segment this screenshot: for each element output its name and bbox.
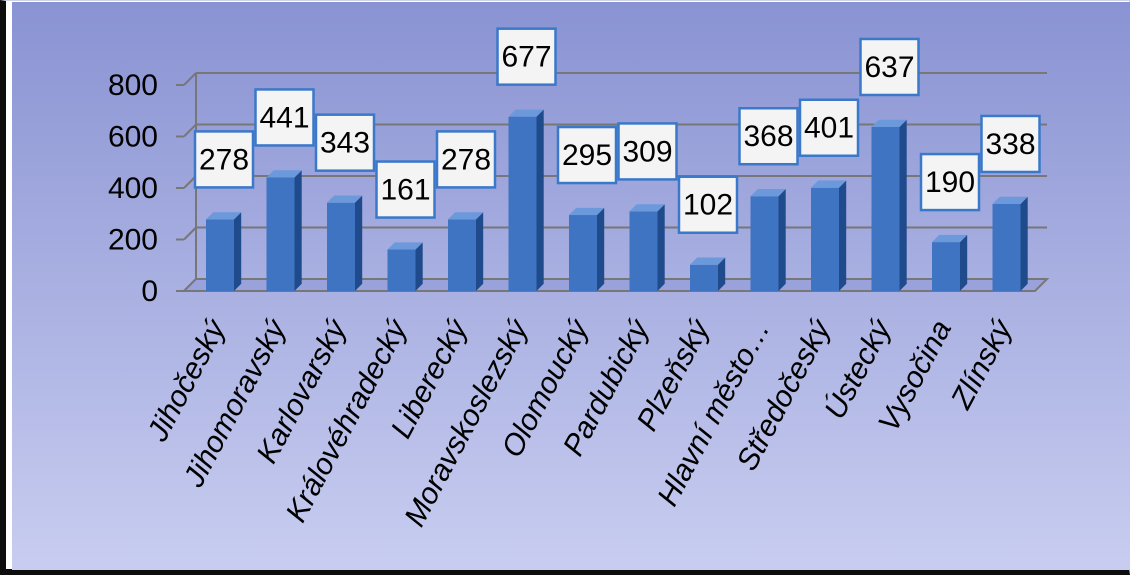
bar xyxy=(327,195,363,291)
y-tick-label: 800 xyxy=(108,69,158,102)
floor xyxy=(181,278,1050,292)
y-axis-ticks: 0 200 400 600 800 xyxy=(108,69,158,308)
svg-text:637: 637 xyxy=(864,51,914,84)
data-label: 338 xyxy=(980,114,1041,174)
bar xyxy=(569,207,605,291)
gridline-depth xyxy=(183,72,197,86)
svg-text:102: 102 xyxy=(683,189,733,222)
bar xyxy=(750,189,786,291)
data-label: 441 xyxy=(254,88,315,147)
bars xyxy=(206,109,1028,292)
bar xyxy=(811,180,847,291)
bar xyxy=(871,119,907,292)
data-label: 368 xyxy=(738,106,799,166)
svg-text:343: 343 xyxy=(320,127,370,160)
svg-text:441: 441 xyxy=(259,101,309,134)
y-tick-label: 600 xyxy=(108,121,158,154)
svg-text:295: 295 xyxy=(562,139,612,172)
data-label: 295 xyxy=(556,125,618,185)
svg-text:278: 278 xyxy=(441,143,491,176)
y-tick-label: 0 xyxy=(141,275,158,308)
y-tick-label: 400 xyxy=(108,172,158,205)
bar xyxy=(508,109,544,291)
svg-text:309: 309 xyxy=(622,135,672,168)
bar xyxy=(206,212,242,291)
data-label: 309 xyxy=(617,122,678,181)
data-label: 102 xyxy=(677,175,739,234)
data-label: 637 xyxy=(859,37,920,97)
bar xyxy=(266,170,302,291)
bar xyxy=(629,204,665,291)
svg-text:677: 677 xyxy=(501,41,551,74)
data-label: 401 xyxy=(798,98,860,157)
svg-text:161: 161 xyxy=(380,174,430,207)
bar xyxy=(448,212,484,291)
gridline-depth xyxy=(183,123,197,138)
svg-text:190: 190 xyxy=(925,166,975,199)
data-label: 190 xyxy=(919,152,981,212)
data-label: 343 xyxy=(314,113,376,172)
svg-text:338: 338 xyxy=(985,128,1035,161)
bar xyxy=(932,234,968,291)
svg-text:278: 278 xyxy=(199,143,249,176)
chart-plot: 0 200 400 600 800 278 441 343 161 278 677 295 309 10… xyxy=(12,2,1130,570)
bar xyxy=(690,257,726,291)
data-label: 278 xyxy=(193,130,255,189)
data-label: 278 xyxy=(435,130,497,189)
svg-text:401: 401 xyxy=(804,112,854,145)
data-label: 161 xyxy=(375,160,436,219)
bar xyxy=(992,196,1028,291)
bar xyxy=(387,242,423,291)
y-tick-label: 200 xyxy=(108,224,158,257)
svg-text:368: 368 xyxy=(743,120,793,153)
data-label: 677 xyxy=(496,27,557,86)
gridline-depth xyxy=(183,226,197,241)
data-labels: 278 441 343 161 278 677 295 309 102 368 401 637 190 3… xyxy=(193,27,1041,234)
